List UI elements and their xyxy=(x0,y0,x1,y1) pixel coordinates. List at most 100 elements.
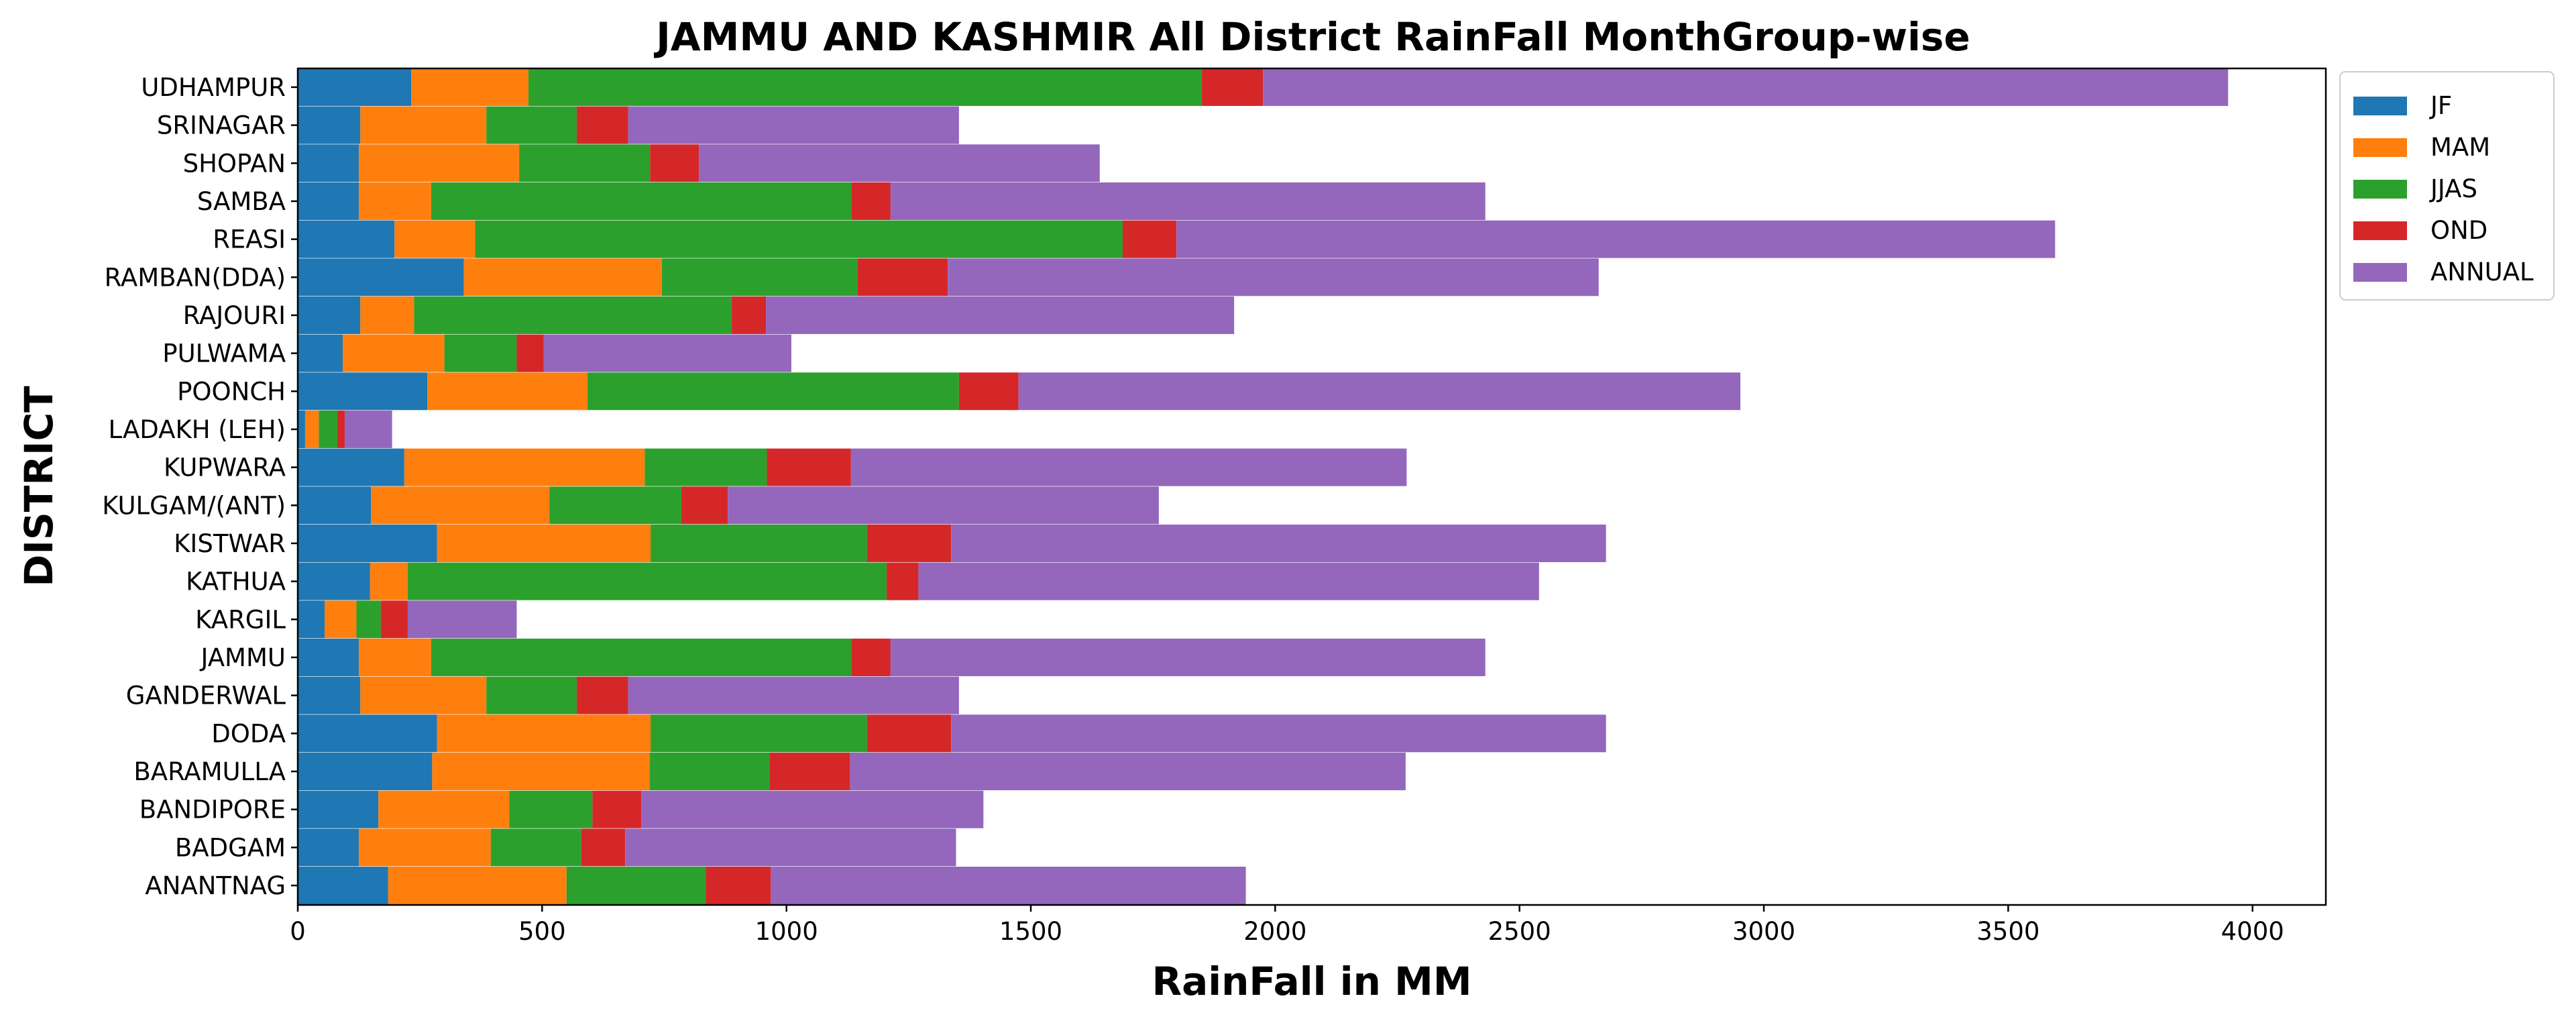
bar-jjas-anantnag xyxy=(566,867,706,904)
y-tick-label: PULWAMA xyxy=(162,339,286,368)
legend-box xyxy=(2339,71,2555,301)
legend-swatch-jjas xyxy=(2353,180,2407,199)
chart-title: JAMMU AND KASHMIR All District RainFall … xyxy=(653,14,1970,60)
bar-annual-poonch xyxy=(1018,372,1741,411)
bar-jf-udhampur xyxy=(298,68,412,106)
bar-ond-anantnag xyxy=(706,867,771,904)
y-tick-label: SHOPAN xyxy=(183,149,286,178)
bar-ond-kistwar xyxy=(866,524,952,562)
y-tick-label: RAJOURI xyxy=(183,301,286,330)
bar-mam-ganderwal xyxy=(360,676,487,714)
bar-annual-srinagar xyxy=(628,106,959,144)
bar-mam-kulgam-ant xyxy=(371,486,550,525)
y-tick-label: BANDIPORE xyxy=(139,796,286,824)
bar-ond-ramban-dda xyxy=(857,258,948,297)
x-tick-label: 4000 xyxy=(2221,917,2284,946)
bar-jf-kargil xyxy=(298,600,325,639)
bar-annual-ramban-dda xyxy=(948,258,1599,297)
bar-mam-reasi xyxy=(394,220,475,258)
bar-ond-samba xyxy=(851,182,891,220)
bar-ond-kathua xyxy=(887,562,919,600)
bar-ond-kargil xyxy=(380,600,408,639)
bar-jjas-pulwama xyxy=(444,334,517,372)
bar-jjas-kupwara xyxy=(645,448,767,486)
y-tick-label: LADAKH (LEH) xyxy=(109,415,286,444)
y-tick-label: BADGAM xyxy=(175,833,286,862)
bar-annual-kistwar xyxy=(951,524,1606,562)
legend: JF MAM JJAS OND ANNUAL xyxy=(2339,71,2555,301)
bar-jf-shopan xyxy=(298,144,359,182)
bar-jjas-shopan xyxy=(519,144,651,182)
bar-annual-kathua xyxy=(918,562,1539,600)
bar-ond-poonch xyxy=(958,372,1019,411)
bar-mam-shopan xyxy=(359,144,520,182)
y-tick-label: KARGIL xyxy=(195,605,286,634)
bar-jf-baramulla xyxy=(298,752,433,790)
bar-mam-ramban-dda xyxy=(463,258,662,297)
legend-swatch-ond xyxy=(2353,221,2407,240)
bar-ond-udhampur xyxy=(1202,68,1264,106)
bar-jjas-reasi xyxy=(475,220,1123,258)
y-tick-label: KATHUA xyxy=(186,568,286,596)
bar-annual-rajouri xyxy=(766,296,1235,334)
bar-jjas-baramulla xyxy=(649,752,770,790)
bar-annual-bandipore xyxy=(641,790,984,828)
bar-jjas-jammu xyxy=(431,638,852,676)
bar-annual-shopan xyxy=(699,144,1100,182)
legend-label-annual: ANNUAL xyxy=(2430,258,2534,286)
bar-jf-ladakh-leh xyxy=(298,410,305,448)
bar-ond-ladakh-leh xyxy=(337,410,345,448)
y-tick-label: KULGAM/(ANT) xyxy=(102,491,286,520)
bar-mam-kupwara xyxy=(404,448,645,486)
bar-mam-kistwar xyxy=(437,524,651,562)
bar-jf-kathua xyxy=(298,562,370,600)
bar-mam-udhampur xyxy=(411,68,528,106)
bar-annual-ganderwal xyxy=(628,676,959,714)
bar-jjas-ramban-dda xyxy=(661,258,858,297)
bar-jf-pulwama xyxy=(298,334,343,372)
y-tick-label: KUPWARA xyxy=(164,453,286,482)
bar-annual-anantnag xyxy=(771,867,1246,904)
bar-ond-reasi xyxy=(1123,220,1177,258)
bar-mam-doda xyxy=(437,714,651,753)
bar-ond-bandipore xyxy=(592,790,642,828)
bar-annual-pulwama xyxy=(543,334,791,372)
y-tick-label: UDHAMPUR xyxy=(141,73,286,102)
legend-label-mam: MAM xyxy=(2430,133,2490,162)
bar-annual-doda xyxy=(951,714,1606,753)
x-tick-label: 3500 xyxy=(1976,917,2039,946)
y-tick-label: SRINAGAR xyxy=(157,111,286,140)
bar-annual-baramulla xyxy=(850,752,1406,790)
bar-annual-reasi xyxy=(1176,220,2056,258)
bar-annual-kargil xyxy=(407,600,517,639)
bar-jf-srinagar xyxy=(298,106,361,144)
bar-annual-jammu xyxy=(890,638,1486,676)
plot-frame xyxy=(296,67,2327,906)
bar-ond-pulwama xyxy=(516,334,544,372)
legend-label-jjas: JJAS xyxy=(2429,174,2477,203)
y-tick-label: POONCH xyxy=(177,377,286,406)
bar-jf-rajouri xyxy=(298,296,361,334)
bar-annual-kulgam-ant xyxy=(728,486,1159,525)
bar-jjas-kulgam-ant xyxy=(549,486,682,525)
bar-mam-samba xyxy=(359,182,431,220)
y-tick-label: GANDERWAL xyxy=(126,682,286,710)
bar-jjas-udhampur xyxy=(528,68,1202,106)
bar-mam-jammu xyxy=(359,638,431,676)
legend-label-jf: JF xyxy=(2429,91,2452,120)
bar-annual-kupwara xyxy=(850,448,1407,486)
bar-ond-shopan xyxy=(650,144,699,182)
bar-jjas-ladakh-leh xyxy=(319,410,338,448)
bar-jf-ramban-dda xyxy=(298,258,464,297)
bar-mam-ladakh-leh xyxy=(304,410,319,448)
bar-mam-kargil xyxy=(325,600,357,639)
bar-jjas-samba xyxy=(431,182,852,220)
bar-jf-badgam xyxy=(298,828,359,867)
bar-mam-anantnag xyxy=(388,867,567,904)
bar-ond-kupwara xyxy=(767,448,851,486)
bar-annual-samba xyxy=(890,182,1486,220)
bar-annual-udhampur xyxy=(1263,68,2229,106)
bar-ond-doda xyxy=(866,714,952,753)
x-tick-label: 500 xyxy=(518,917,566,946)
